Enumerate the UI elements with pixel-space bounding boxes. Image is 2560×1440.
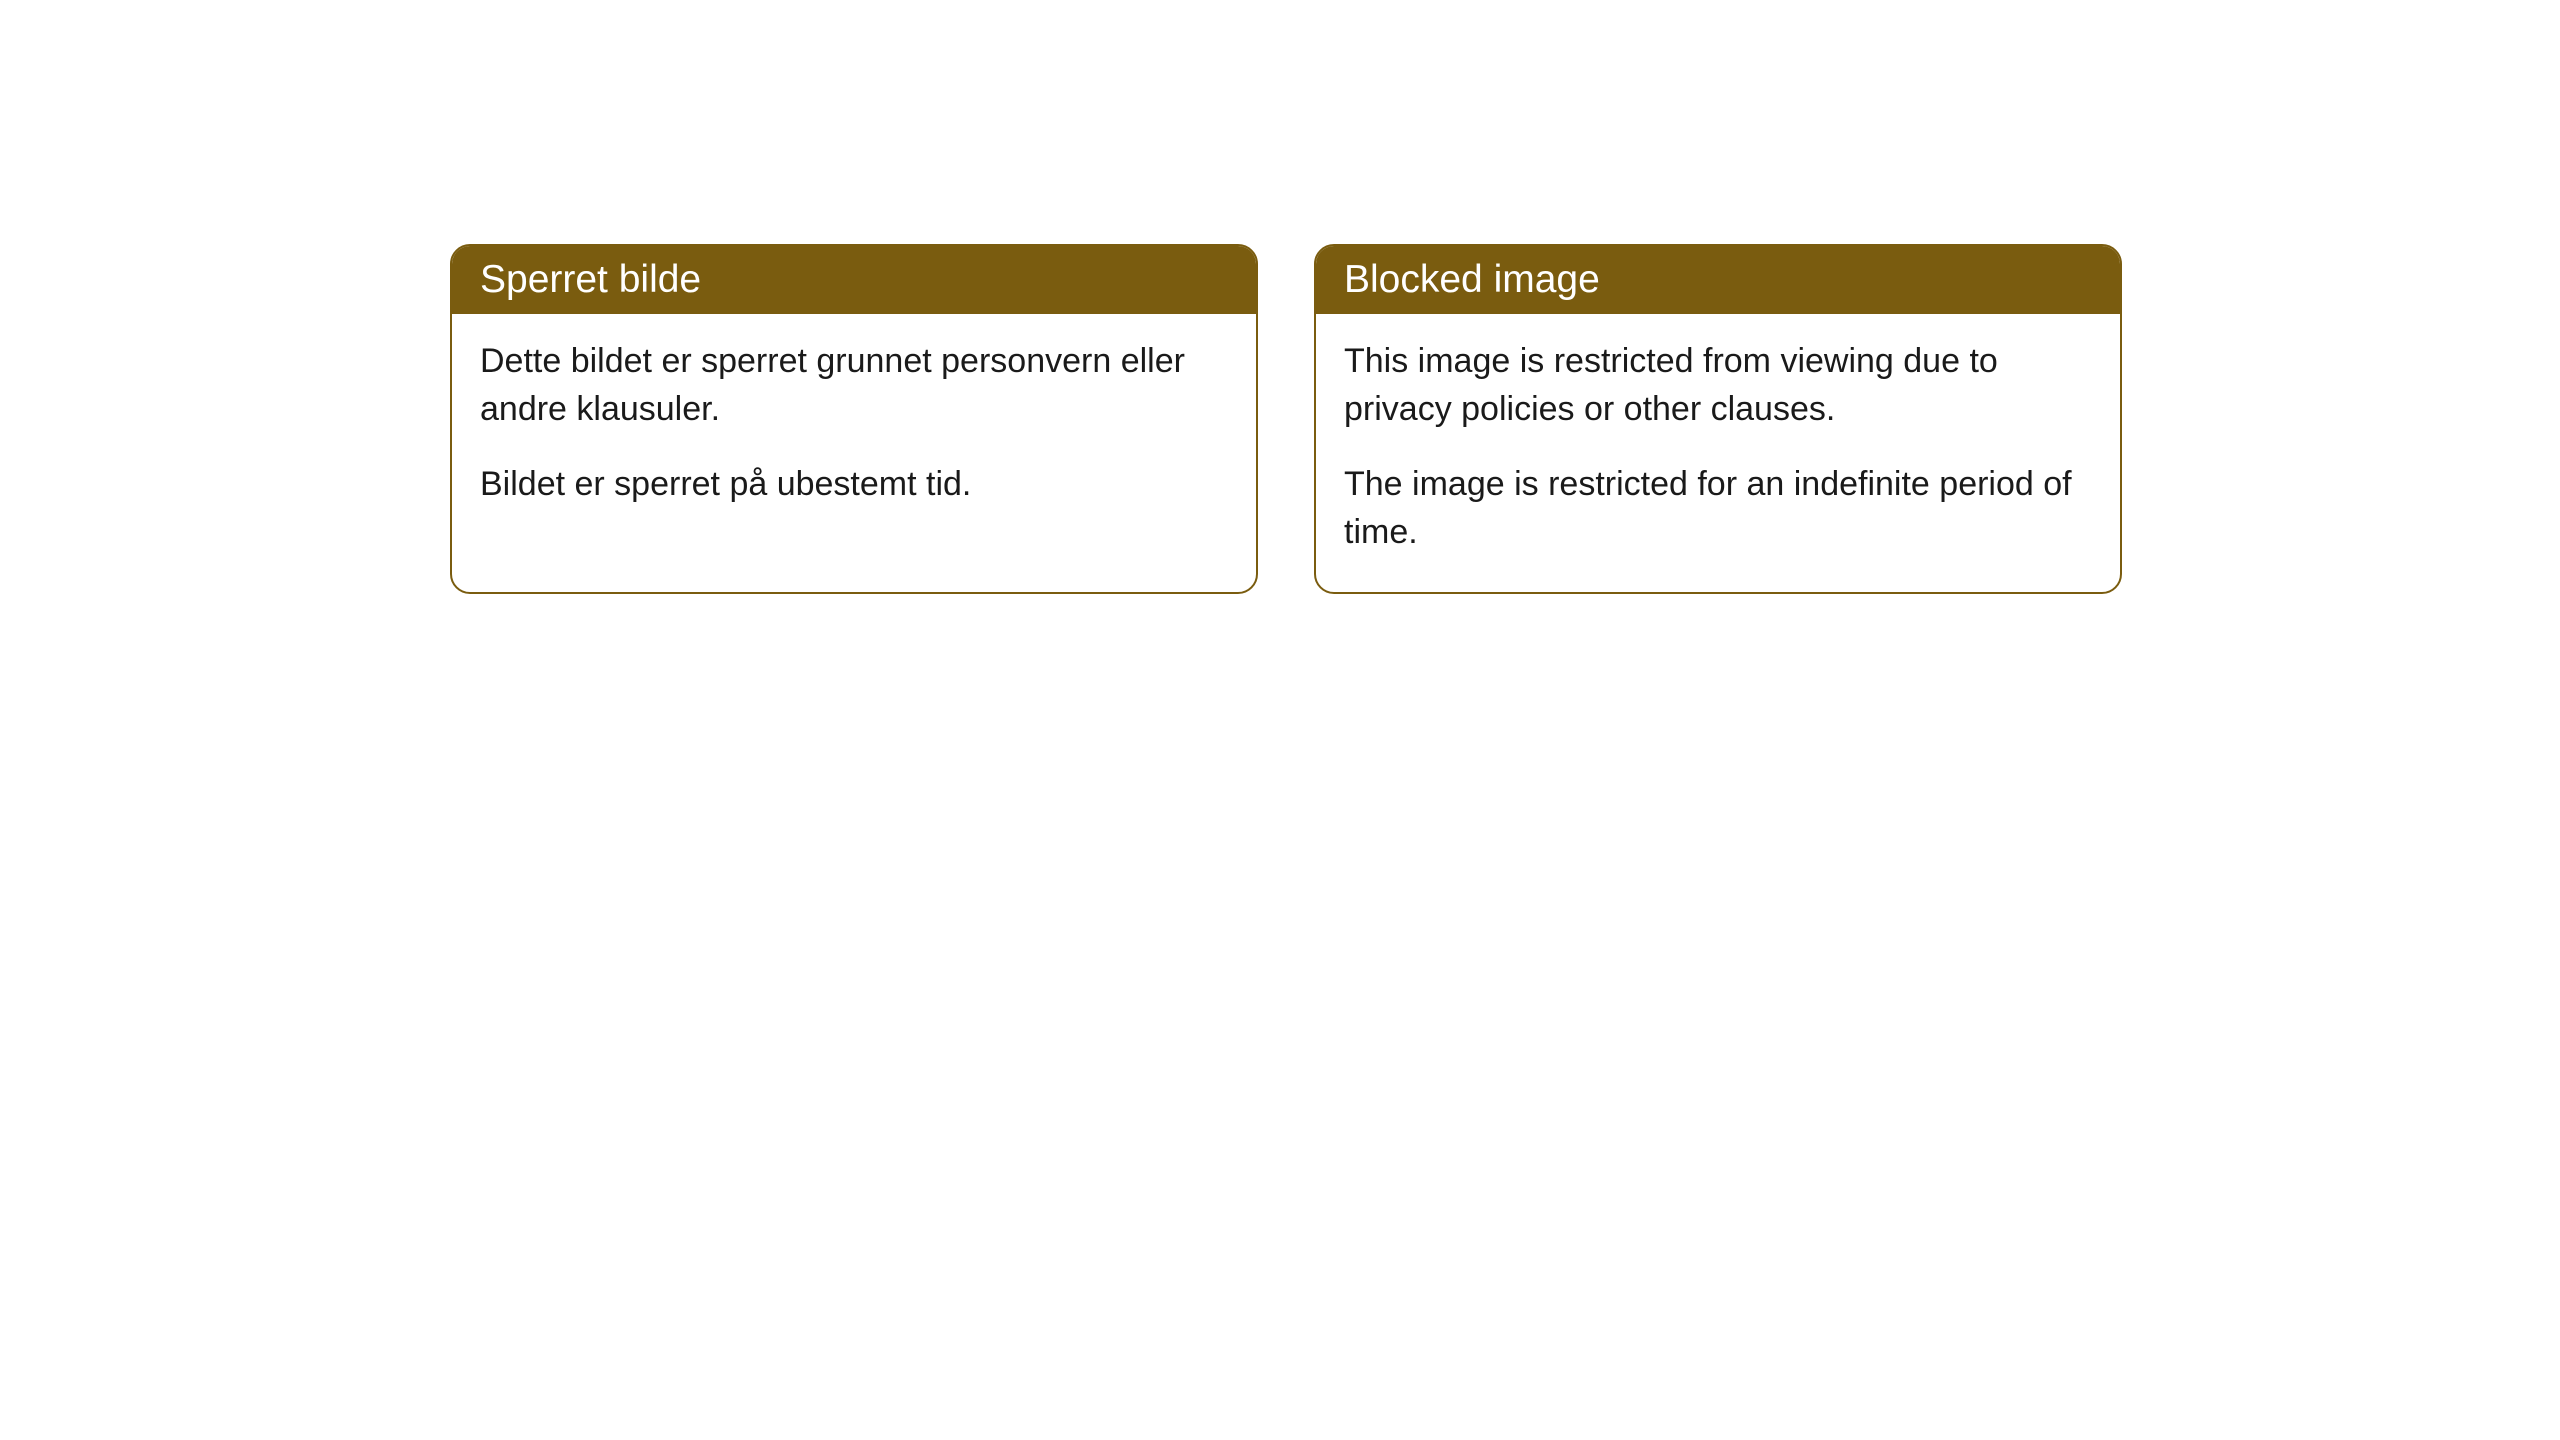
card-paragraph: Bildet er sperret på ubestemt tid. <box>480 461 1228 509</box>
card-paragraph: The image is restricted for an indefinit… <box>1344 461 2092 556</box>
card-title: Sperret bilde <box>480 258 701 301</box>
card-paragraph: This image is restricted from viewing du… <box>1344 338 2092 433</box>
card-title: Blocked image <box>1344 258 1600 301</box>
blocked-image-card-norwegian: Sperret bilde Dette bildet er sperret gr… <box>450 244 1258 594</box>
notice-cards-container: Sperret bilde Dette bildet er sperret gr… <box>450 244 2122 594</box>
card-paragraph: Dette bildet er sperret grunnet personve… <box>480 338 1228 433</box>
card-header: Blocked image <box>1316 246 2120 314</box>
card-body: This image is restricted from viewing du… <box>1316 314 2120 592</box>
card-header: Sperret bilde <box>452 246 1256 314</box>
card-body: Dette bildet er sperret grunnet personve… <box>452 314 1256 545</box>
blocked-image-card-english: Blocked image This image is restricted f… <box>1314 244 2122 594</box>
